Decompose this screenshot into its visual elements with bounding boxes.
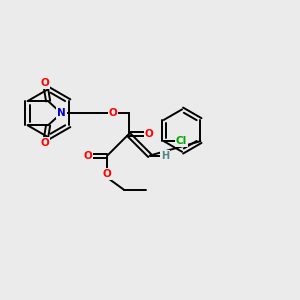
- Text: H: H: [161, 151, 169, 160]
- Text: Cl: Cl: [176, 136, 187, 146]
- Text: O: O: [109, 108, 118, 118]
- Text: O: O: [145, 129, 154, 140]
- Text: O: O: [41, 79, 50, 88]
- Text: O: O: [41, 138, 50, 148]
- Text: O: O: [84, 151, 92, 160]
- Text: O: O: [103, 169, 112, 179]
- Text: N: N: [57, 108, 66, 118]
